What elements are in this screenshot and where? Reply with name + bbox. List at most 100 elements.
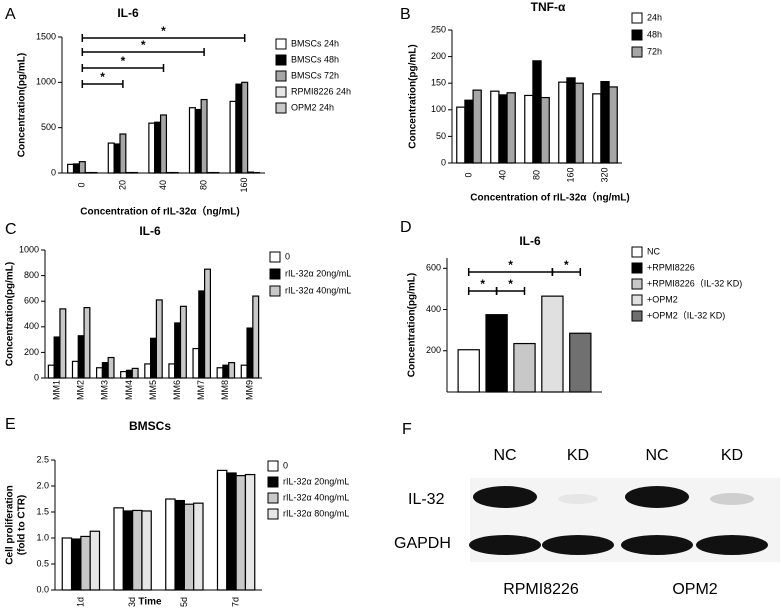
bar — [149, 123, 155, 173]
bar — [242, 82, 248, 173]
legend-label: +OPM2（IL-32 KD) — [647, 310, 725, 320]
bar — [54, 337, 60, 378]
bar — [193, 349, 199, 378]
y-tick-label: 1500 — [36, 31, 56, 41]
group-label: OPM2 — [672, 581, 717, 598]
band — [710, 493, 754, 505]
bar — [120, 134, 126, 173]
legend-swatch — [632, 47, 642, 57]
bar — [201, 100, 207, 173]
legend-swatch — [276, 71, 286, 81]
x-tick-label: 5d — [179, 597, 189, 607]
legend-label: NC — [647, 246, 660, 256]
y-tick-label: 1.0 — [36, 532, 49, 542]
bar — [90, 531, 99, 590]
sig-star: * — [480, 277, 485, 291]
bar — [62, 538, 71, 590]
y-tick-label: 0 — [51, 167, 56, 177]
band — [558, 494, 598, 504]
legend-swatch — [632, 311, 642, 321]
bar — [48, 365, 54, 378]
bar — [181, 306, 187, 378]
row-label: GAPDH — [394, 535, 451, 552]
legend-label: rIL-32α 80ng/mL — [283, 508, 349, 518]
legend-swatch — [276, 55, 286, 65]
legend-label: +OPM2 — [647, 294, 678, 304]
bar — [217, 470, 226, 590]
band — [542, 535, 614, 555]
bar — [155, 122, 161, 173]
bar — [499, 95, 507, 163]
bar — [236, 476, 245, 590]
bar — [114, 508, 123, 590]
y-tick-label: 400 — [426, 304, 441, 314]
y-tick-label: 1000 — [36, 77, 56, 87]
bar — [601, 82, 609, 163]
x-tick-label: 80 — [198, 180, 208, 190]
group-label: RPMI8226 — [503, 581, 579, 598]
y-tick-label: 0 — [441, 157, 446, 167]
x-tick-label: MM6 — [172, 380, 182, 400]
legend-label: 0 — [285, 251, 290, 261]
x-tick-label: MM7 — [196, 380, 206, 400]
y-tick-label: 150 — [431, 78, 446, 88]
bar — [458, 350, 479, 392]
legend-label: 48h — [647, 29, 662, 39]
band — [625, 486, 689, 508]
x-tick-label: 0 — [77, 182, 87, 187]
bar — [175, 501, 184, 590]
bar — [194, 503, 203, 590]
legend-label: 0 — [283, 460, 288, 470]
panel-label: B — [400, 6, 411, 23]
x-tick-label: MM1 — [51, 380, 61, 400]
bar — [247, 328, 253, 378]
legend-swatch — [268, 509, 278, 519]
lane-label: NC — [645, 447, 668, 464]
bar — [68, 164, 74, 173]
bar — [542, 296, 563, 392]
bar — [248, 172, 254, 173]
sig-star: * — [121, 54, 126, 68]
y-tick-label: 500 — [41, 122, 56, 132]
legend-label: rIL-32α 40ng/mL — [283, 492, 349, 502]
bar — [142, 511, 151, 590]
legend-label: BMSCs 48h — [291, 54, 339, 64]
band — [469, 535, 541, 555]
bar — [457, 107, 465, 163]
x-tick-label: 1d — [75, 597, 85, 607]
x-tick-label: 320 — [599, 167, 609, 182]
bar — [121, 372, 127, 378]
bar — [491, 91, 499, 163]
bar — [166, 499, 175, 590]
legend-swatch — [632, 30, 642, 40]
chart-title: IL-6 — [139, 224, 161, 238]
row-label: IL-32 — [408, 491, 445, 508]
bar — [175, 323, 181, 378]
y-tick-label: 50 — [436, 131, 446, 141]
bar — [575, 83, 583, 163]
bar — [223, 365, 229, 378]
bar — [205, 269, 211, 378]
bar — [123, 511, 132, 590]
legend-label: +RPMI8226 — [647, 262, 695, 272]
bar — [245, 475, 254, 590]
x-tick-label: 40 — [158, 180, 168, 190]
legend-swatch — [632, 263, 642, 273]
bar — [567, 78, 575, 163]
bar — [145, 364, 151, 378]
legend-swatch — [632, 295, 642, 305]
sig-star: * — [508, 277, 513, 291]
bar — [195, 110, 201, 173]
y-tick-label: 100 — [431, 104, 446, 114]
chart-title: IL-6 — [519, 234, 541, 248]
y-tick-label: 2.5 — [36, 454, 49, 464]
y-axis-label: Concentration(pg/mL) — [17, 53, 28, 157]
lane-label: KD — [721, 447, 743, 464]
legend-label: BMSCs 24h — [291, 38, 339, 48]
legend-swatch — [270, 269, 280, 279]
y-tick-label: 250 — [431, 24, 446, 34]
bar — [230, 101, 236, 173]
bar — [169, 364, 175, 378]
legend-swatch — [276, 87, 286, 97]
